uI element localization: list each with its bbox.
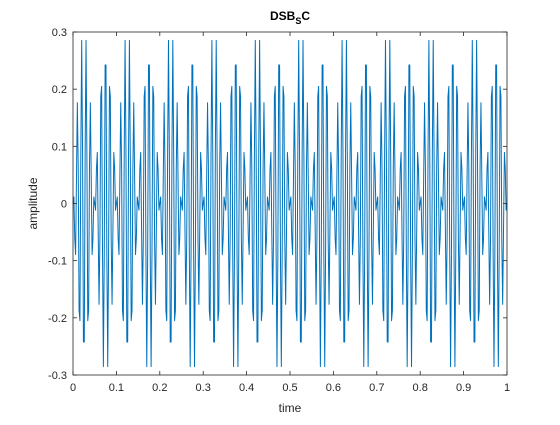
y-axis-label: amplitude: [26, 177, 40, 229]
x-tick-label: 0.9: [456, 382, 471, 394]
y-ticks: -0.3 -0.2 -0.1 0 0.1 0.2 0.3: [48, 27, 507, 382]
title-suffix: C: [301, 9, 310, 23]
x-tick-label: 0: [70, 382, 76, 394]
x-tick-label: 1: [504, 382, 510, 394]
plot-title: DSBSC: [270, 9, 310, 26]
x-axis-label: time: [279, 401, 302, 415]
x-tick-label: 0.5: [282, 382, 297, 394]
axes-box: [72, 31, 508, 376]
y-tick-label: -0.1: [48, 256, 67, 268]
y-tick-label: -0.2: [48, 313, 67, 325]
x-tick-label: 0.3: [196, 382, 211, 394]
y-tick-label: 0.1: [52, 141, 67, 153]
x-tick-label: 0.2: [152, 382, 167, 394]
x-tick-label: 0.6: [326, 382, 341, 394]
title-main: DSB: [270, 9, 296, 23]
series-line: [72, 39, 508, 368]
x-tick-label: 0.4: [239, 382, 254, 394]
x-tick-label: 0.7: [369, 382, 384, 394]
x-ticks: 0 0.1 0.2 0.3 0.4 0.5 0.6 0.7 0.8 0.9 1: [70, 32, 510, 394]
title-subscript: S: [295, 16, 301, 26]
y-tick-label: 0.3: [52, 27, 67, 39]
y-tick-label: 0: [61, 199, 67, 211]
y-tick-label: -0.3: [48, 370, 67, 382]
x-tick-label: 0.1: [109, 382, 124, 394]
x-tick-label: 0.8: [413, 382, 428, 394]
y-tick-label: 0.2: [52, 84, 67, 96]
series-layer: [72, 39, 508, 368]
